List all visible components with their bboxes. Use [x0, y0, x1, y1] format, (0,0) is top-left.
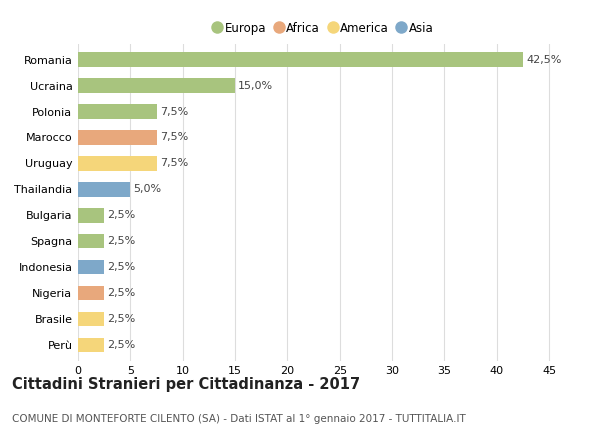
Text: 2,5%: 2,5% — [107, 340, 136, 350]
Bar — [78, 182, 130, 197]
Bar — [78, 208, 104, 223]
Bar — [78, 234, 104, 249]
Text: 2,5%: 2,5% — [107, 314, 136, 324]
Bar — [78, 130, 157, 145]
Bar — [78, 104, 157, 119]
Bar — [78, 286, 104, 301]
Bar — [78, 156, 157, 171]
Text: 2,5%: 2,5% — [107, 236, 136, 246]
Bar — [78, 260, 104, 275]
Text: Cittadini Stranieri per Cittadinanza - 2017: Cittadini Stranieri per Cittadinanza - 2… — [12, 378, 360, 392]
Bar — [78, 338, 104, 352]
Text: 7,5%: 7,5% — [160, 132, 188, 143]
Bar — [78, 52, 523, 67]
Text: 15,0%: 15,0% — [238, 81, 273, 91]
Bar — [78, 78, 235, 93]
Text: 2,5%: 2,5% — [107, 210, 136, 220]
Text: 2,5%: 2,5% — [107, 288, 136, 298]
Text: 42,5%: 42,5% — [526, 55, 562, 65]
Text: 7,5%: 7,5% — [160, 106, 188, 117]
Text: 7,5%: 7,5% — [160, 158, 188, 169]
Text: 5,0%: 5,0% — [133, 184, 161, 194]
Text: 2,5%: 2,5% — [107, 262, 136, 272]
Text: COMUNE DI MONTEFORTE CILENTO (SA) - Dati ISTAT al 1° gennaio 2017 - TUTTITALIA.I: COMUNE DI MONTEFORTE CILENTO (SA) - Dati… — [12, 414, 466, 425]
Bar — [78, 312, 104, 326]
Legend: Europa, Africa, America, Asia: Europa, Africa, America, Asia — [214, 22, 434, 35]
